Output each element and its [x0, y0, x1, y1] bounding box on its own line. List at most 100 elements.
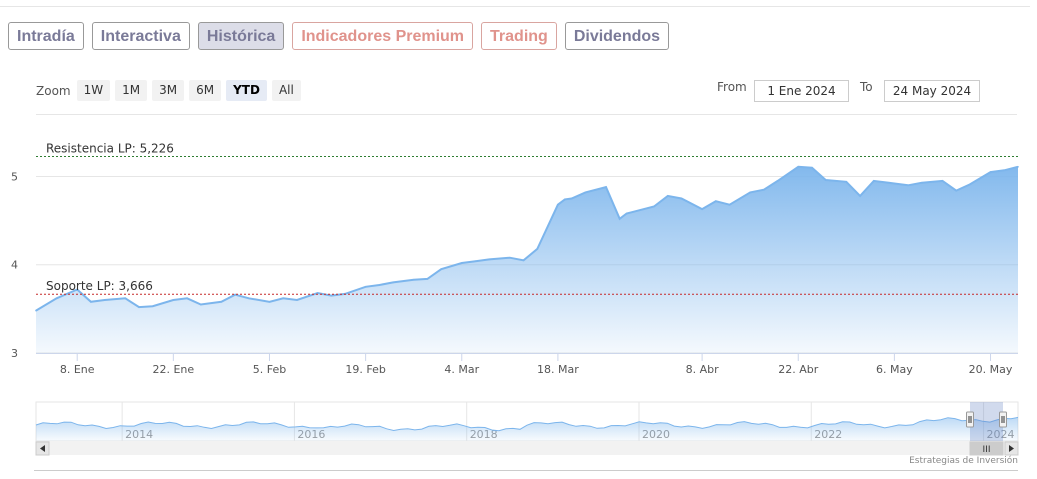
zoom-button-1m[interactable]: 1M [115, 80, 148, 101]
x-tick-label: 18. Mar [537, 363, 579, 376]
data-point [488, 258, 491, 261]
x-tick-label: 8. Ene [60, 363, 95, 376]
data-point [76, 288, 78, 291]
data-point [220, 301, 223, 303]
zoom-label: Zoom [36, 83, 71, 98]
data-point [728, 203, 731, 206]
data-point [680, 197, 683, 200]
data-point [811, 166, 813, 169]
data-point [618, 218, 621, 220]
data-point [859, 195, 861, 197]
data-point [378, 284, 381, 286]
data-point [776, 180, 779, 182]
chart-tabs: Intradía Interactiva Histórica Indicadores … [8, 22, 670, 50]
data-point [186, 297, 188, 300]
data-point [715, 200, 717, 202]
data-point [392, 281, 394, 284]
reference-lines: Resistencia LP: 5,226 Soporte LP: 3,666 [36, 142, 1018, 295]
data-point [296, 299, 298, 301]
data-point [536, 248, 539, 250]
data-point [103, 299, 106, 301]
data-point [570, 197, 573, 200]
x-tick-label: 4. Mar [444, 363, 479, 376]
data-point [667, 195, 669, 197]
scrollbar-grip: III [983, 445, 991, 455]
data-point [701, 208, 703, 210]
x-tick-label: 22. Ene [152, 363, 194, 376]
x-tick-label: 20. May [969, 363, 1013, 376]
data-point [907, 184, 909, 187]
data-point [989, 171, 992, 173]
data-point [35, 309, 37, 312]
tab-intrad-a[interactable]: Intradía [8, 22, 84, 50]
zoom-button-all[interactable]: All [271, 80, 301, 101]
data-point [474, 260, 477, 263]
navigator-left-handle[interactable] [966, 411, 974, 428]
series-area-fill [36, 166, 1018, 353]
data-point [625, 212, 628, 215]
navigator-right-handle[interactable] [999, 411, 1007, 428]
tab-indicadores-premium[interactable]: Indicadores Premium [292, 22, 474, 50]
tab-hist-rica[interactable]: Histórica [197, 22, 285, 50]
y-tick-label: 3 [11, 347, 18, 360]
data-point [969, 183, 971, 186]
reference-line-label: Soporte LP: 3,666 [46, 279, 153, 293]
x-tick-label: 6. May [876, 363, 913, 376]
data-point [564, 198, 566, 201]
x-tick-label: 5. Feb [253, 363, 286, 376]
tab-dividendos[interactable]: Dividendos [564, 22, 670, 50]
data-point [282, 297, 285, 300]
data-point [330, 294, 333, 297]
zoom-button-6m[interactable]: 6M [189, 80, 222, 101]
y-axis: 3 4 5 [11, 170, 18, 360]
data-point [1017, 166, 1019, 168]
arrow-right-icon [1009, 445, 1014, 452]
x-tick-label: 19. Feb [345, 363, 385, 376]
data-point [955, 189, 957, 192]
data-point [749, 191, 751, 194]
credit-text: Estrategias de Inversión [909, 456, 1018, 466]
data-point [893, 182, 896, 185]
zoom-controls: Zoom 1W 1M 3M 6M YTD All [36, 80, 306, 101]
data-point [557, 203, 559, 206]
navigator[interactable]: 201420162018202020222024III [35, 401, 1019, 456]
data-point [921, 181, 923, 184]
data-point [172, 299, 175, 301]
top-divider [0, 6, 1030, 7]
to-date-value[interactable]: 24 May 2024 [884, 80, 980, 102]
data-point [248, 297, 250, 300]
toolbar-divider [36, 114, 1017, 115]
navigator-selection[interactable] [970, 402, 1003, 441]
data-point [763, 188, 765, 191]
data-point [200, 303, 202, 306]
data-point [412, 278, 415, 281]
zoom-button-ytd[interactable]: YTD [226, 80, 267, 101]
data-point [605, 186, 607, 188]
scrollbar-track[interactable] [36, 442, 1018, 455]
data-point [124, 297, 127, 300]
data-point [873, 180, 875, 182]
reference-line-label: Resistencia LP: 5,226 [46, 142, 174, 156]
price-area [35, 165, 1019, 353]
navigator-line [35, 416, 1019, 432]
tab-trading[interactable]: Trading [481, 22, 557, 50]
zoom-button-3m[interactable]: 3M [152, 80, 185, 101]
tab-interactiva[interactable]: Interactiva [91, 22, 190, 50]
data-point [845, 181, 848, 183]
y-tick-label: 4 [11, 259, 18, 272]
bottom-divider [34, 470, 1018, 471]
data-point [138, 306, 140, 308]
scrollbar-thumb[interactable] [969, 441, 1004, 456]
from-date-value[interactable]: 1 Ene 2024 [754, 80, 849, 102]
data-point [797, 166, 800, 168]
to-label: To [860, 80, 873, 94]
y-tick-label: 5 [11, 170, 18, 183]
data-point [941, 180, 944, 182]
zoom-button-1w[interactable]: 1W [76, 80, 111, 101]
data-point [364, 286, 367, 288]
data-point [55, 297, 58, 300]
data-point [426, 278, 429, 280]
x-tick-label: 8. Abr [686, 363, 719, 376]
data-point [509, 256, 511, 259]
